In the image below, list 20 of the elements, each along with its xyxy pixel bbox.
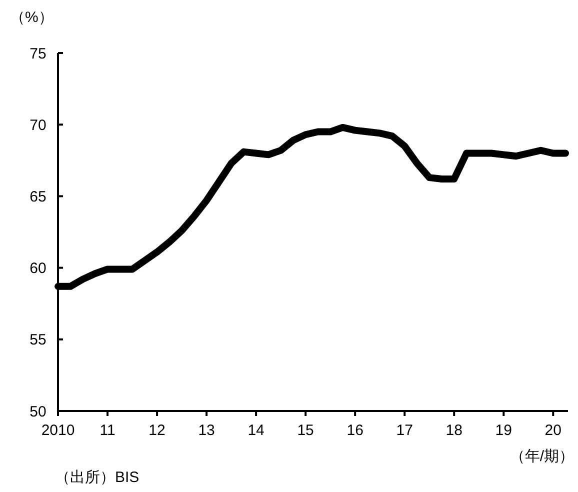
y-tick-label: 70	[30, 116, 46, 134]
x-tick-label: 18	[446, 422, 462, 439]
y-tick-label: 65	[30, 188, 46, 206]
x-axis-title: （年/期）	[510, 448, 574, 465]
y-tick-label: 75	[30, 45, 46, 62]
x-tick-label: 20	[544, 422, 562, 439]
x-tick-label: 15	[297, 422, 314, 439]
x-tick-label: 14	[248, 422, 264, 439]
y-tick-label: 60	[30, 260, 46, 278]
y-axis-title: （%）	[10, 9, 54, 26]
x-tick-label: 2010	[41, 422, 75, 439]
y-tick-label: 55	[30, 332, 46, 349]
x-tick-label: 19	[495, 422, 512, 439]
x-tick-label: 11	[100, 422, 116, 439]
x-tick-label: 16	[346, 422, 364, 439]
x-tick-label: 17	[396, 422, 413, 439]
x-tick-label: 13	[198, 422, 215, 439]
x-tick-label: 12	[148, 422, 166, 439]
y-tick-label: 50	[30, 403, 46, 420]
text: （出所）BIS	[55, 469, 140, 486]
